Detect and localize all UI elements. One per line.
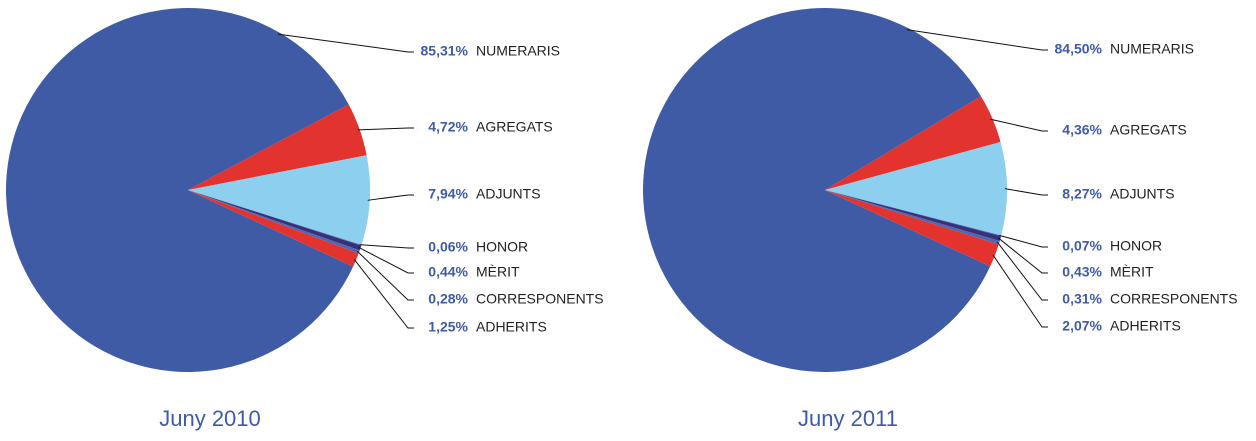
pie-slice	[188, 190, 359, 267]
leader-line	[367, 194, 414, 201]
pie-slice	[643, 8, 991, 373]
pie-slice	[188, 155, 370, 245]
pie-slice	[825, 190, 1002, 241]
pie-slice	[825, 190, 1000, 245]
leader-line	[990, 118, 1048, 132]
category-label: AGREGATS	[1110, 122, 1187, 138]
pie-slice	[825, 190, 999, 267]
leader-line	[1004, 188, 1048, 196]
value-label: 85,31%	[421, 43, 469, 59]
leader-line	[996, 241, 1048, 301]
pie-slice	[6, 7, 354, 373]
category-label: CORRESPONENTS	[476, 291, 604, 307]
pie-slice	[188, 190, 362, 246]
leader-line	[992, 254, 1048, 328]
leader-line	[998, 237, 1048, 274]
leader-line	[357, 127, 414, 131]
value-label: 8,27%	[1062, 186, 1102, 202]
leader-line	[359, 244, 414, 249]
category-label: MÈRIT	[476, 264, 520, 280]
value-label: 4,72%	[428, 119, 468, 135]
category-label: NUMERARIS	[476, 43, 560, 59]
category-label: ADHERITS	[1110, 318, 1181, 334]
category-label: NUMERARIS	[1110, 41, 1194, 57]
value-label: 0,44%	[428, 264, 468, 280]
leader-line	[353, 258, 414, 329]
value-label: 0,07%	[1062, 238, 1102, 254]
value-label: 2,07%	[1062, 318, 1102, 334]
category-label: ADJUNTS	[1110, 186, 1175, 202]
value-label: 0,43%	[1062, 264, 1102, 280]
leader-line	[277, 33, 414, 53]
chart-title: Juny 2010	[159, 406, 261, 431]
pie-slice	[188, 190, 362, 251]
pie-slice	[825, 141, 1008, 236]
pie-slice	[188, 190, 360, 254]
value-label: 84,50%	[1055, 41, 1103, 57]
pie-slice	[825, 96, 1001, 190]
value-label: 1,25%	[428, 319, 468, 335]
category-label: HONOR	[476, 239, 528, 255]
pie-slice	[825, 190, 1002, 237]
value-label: 0,31%	[1062, 291, 1102, 307]
pie-slice	[188, 104, 367, 190]
category-label: ADJUNTS	[476, 186, 541, 202]
value-label: 4,36%	[1062, 122, 1102, 138]
category-label: ADHERITS	[476, 319, 547, 335]
category-label: AGREGATS	[476, 119, 553, 135]
category-label: CORRESPONENTS	[1110, 291, 1238, 307]
value-label: 0,06%	[428, 239, 468, 255]
value-label: 7,94%	[428, 186, 468, 202]
leader-line	[356, 250, 414, 301]
category-label: MÈRIT	[1110, 264, 1154, 280]
value-label: 0,28%	[428, 291, 468, 307]
chart-title: Juny 2011	[798, 406, 898, 431]
leader-line	[999, 234, 1048, 248]
category-label: HONOR	[1110, 238, 1162, 254]
leader-line	[358, 246, 414, 274]
leader-line	[906, 29, 1048, 51]
